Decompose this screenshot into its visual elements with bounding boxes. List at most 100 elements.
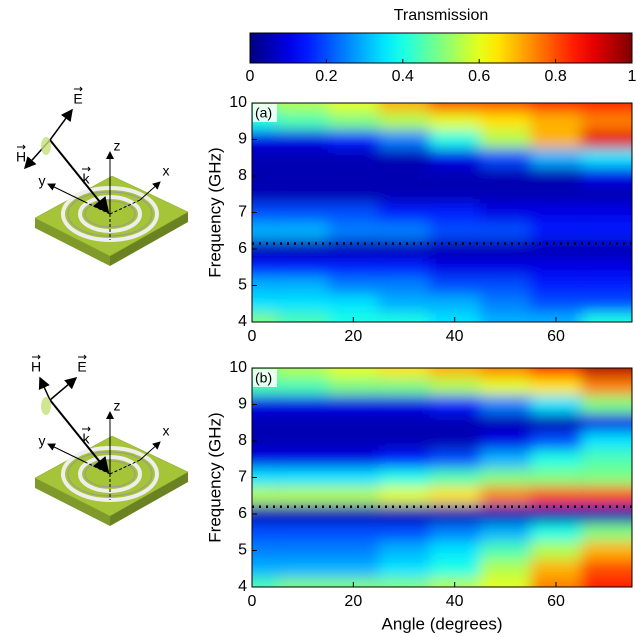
heatmap-cell <box>581 222 636 240</box>
colorbar-tick-label: 0 <box>246 68 255 85</box>
heatmap-cell <box>429 487 480 505</box>
diagram-label: E <box>73 91 82 107</box>
heatmap-cell <box>379 487 430 505</box>
heatmap-cell <box>232 295 277 313</box>
heatmap-cell <box>328 203 379 221</box>
heatmap-cell <box>531 185 582 203</box>
heatmap-cell <box>277 167 328 185</box>
heatmap-cell <box>328 523 379 541</box>
x-tick-label: 20 <box>344 328 362 345</box>
y-tick-label: 9 <box>238 131 247 148</box>
heatmap-cell <box>429 167 480 185</box>
heatmap-cell <box>232 149 277 167</box>
x-tick-label: 40 <box>446 328 464 345</box>
heatmap <box>232 83 636 342</box>
heatmap-cell <box>480 348 531 377</box>
heatmap-cell <box>328 83 379 112</box>
heatmap-cell <box>277 468 328 486</box>
heatmap-cell <box>379 348 430 377</box>
heatmap-cell <box>480 276 531 294</box>
heatmap-cell <box>581 468 636 486</box>
heatmap-cell <box>379 414 430 432</box>
heatmap-cell <box>379 167 430 185</box>
heatmap-cell <box>328 222 379 240</box>
heatmap-cell <box>480 377 531 395</box>
heatmap-cell <box>429 276 480 294</box>
x-tick-label: 60 <box>547 328 565 345</box>
y-tick-label: 6 <box>238 505 247 522</box>
heatmap-cell <box>581 487 636 505</box>
x-tick-label: 60 <box>547 593 565 610</box>
diagram-label: E <box>77 359 86 375</box>
heatmap-cell <box>581 313 636 342</box>
heatmap-cell <box>429 112 480 130</box>
heatmap-cell <box>328 377 379 395</box>
heatmap-cell <box>429 377 480 395</box>
heatmap-cell <box>581 258 636 276</box>
y-tick-label: 10 <box>229 94 247 111</box>
heatmap-cell <box>277 560 328 578</box>
heatmap-cell <box>531 523 582 541</box>
diagram-label: k <box>83 431 91 447</box>
h-field <box>40 378 50 400</box>
heatmap-cell <box>429 240 480 258</box>
heatmap-cell <box>480 414 531 432</box>
heatmap-cell <box>328 258 379 276</box>
heatmap-cell <box>379 149 430 167</box>
heatmap-cell <box>328 130 379 148</box>
heatmap-cell <box>277 83 328 112</box>
heatmap-cell <box>531 240 582 258</box>
colorbar-tick-label: 0.6 <box>468 68 490 85</box>
heatmap-cell <box>429 450 480 468</box>
heatmap-cell <box>277 222 328 240</box>
heatmap-cell <box>379 578 430 607</box>
heatmap-cell <box>531 560 582 578</box>
heatmap-cell <box>429 560 480 578</box>
heatmap-cell <box>531 414 582 432</box>
y-tick-label: 7 <box>238 204 247 221</box>
heatmap-cell <box>581 185 636 203</box>
heatmap-cell <box>581 578 636 607</box>
heatmap-cell <box>531 348 582 377</box>
heatmap-cell <box>480 83 531 112</box>
heatmap-cell <box>480 578 531 607</box>
heatmap-cell <box>328 487 379 505</box>
heatmap-cell <box>277 523 328 541</box>
colorbar <box>250 33 632 63</box>
heatmap-cell <box>379 377 430 395</box>
heatmap-cell <box>531 258 582 276</box>
heatmap-cell <box>531 130 582 148</box>
panel-label: (a) <box>255 105 272 121</box>
heatmap-cell <box>328 432 379 450</box>
e-field <box>50 110 72 140</box>
heatmap-cell <box>379 468 430 486</box>
y-tick-label: 5 <box>238 277 247 294</box>
heatmap-cell <box>328 468 379 486</box>
heatmap-cell <box>531 450 582 468</box>
heatmap-cell <box>277 112 328 130</box>
heatmap-cell <box>379 523 430 541</box>
heatmap-cell <box>277 295 328 313</box>
heatmap-cell <box>480 203 531 221</box>
heatmap-cell <box>429 348 480 377</box>
heatmap <box>232 348 636 607</box>
heatmap-cell <box>429 149 480 167</box>
heatmap-cell <box>328 185 379 203</box>
heatmap-cell <box>480 560 531 578</box>
heatmap-cell <box>328 295 379 313</box>
heatmap-cell <box>232 523 277 541</box>
heatmap-cell <box>581 130 636 148</box>
y-tick-label: 10 <box>229 359 247 376</box>
heatmap-cell <box>480 487 531 505</box>
diagram-label: H <box>16 149 26 165</box>
y-tick-label: 8 <box>238 432 247 449</box>
heatmap-cell <box>581 149 636 167</box>
diagram-label: z <box>114 398 121 414</box>
colorbar-title: Transmission <box>394 7 489 24</box>
heatmap-cell <box>480 185 531 203</box>
heatmap-cell <box>232 414 277 432</box>
heatmap-cell <box>429 130 480 148</box>
heatmap-cell <box>480 395 531 413</box>
colorbar-tick-label: 1 <box>628 68 636 85</box>
heatmap-cell <box>429 203 480 221</box>
